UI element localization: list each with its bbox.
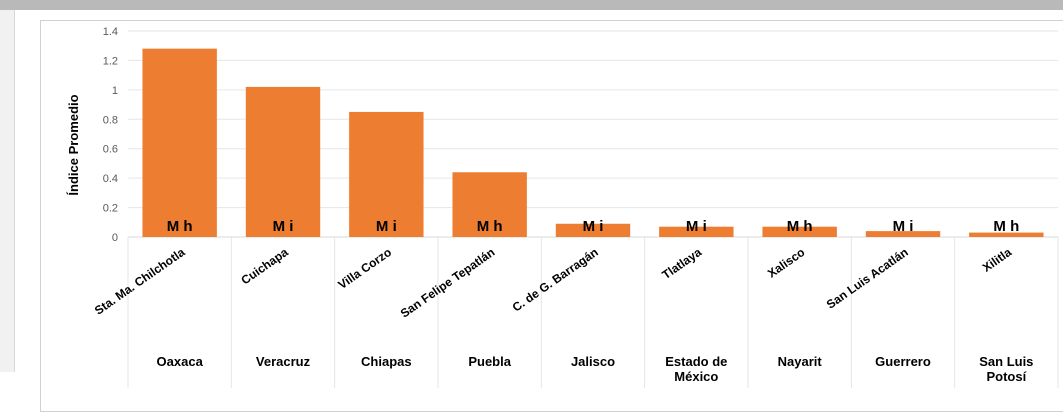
bar	[245, 86, 321, 238]
category-label: Cuichapa	[238, 245, 291, 288]
bar	[659, 226, 734, 237]
bar-data-label: M i	[376, 218, 397, 235]
y-tick-label: 0.2	[103, 203, 118, 215]
bar	[349, 111, 424, 237]
bar-data-label: M h	[167, 218, 193, 235]
category-label: Villa Corzo	[335, 245, 394, 292]
group-label: Nayarit	[778, 354, 823, 369]
y-tick-label: 0.4	[103, 173, 118, 185]
group-label: Estado de México	[665, 354, 727, 384]
bar-data-label: M h	[477, 218, 503, 235]
group-labels: Oaxaca Veracruz Chiapas Puebla Jalisco Estado…	[157, 354, 1034, 384]
bar	[865, 231, 941, 237]
category-label: San Luis Acatlán	[824, 245, 911, 312]
bar	[555, 223, 631, 237]
title-bar	[0, 0, 1063, 10]
category-label: Sta. Ma. Chilchotla	[92, 245, 188, 318]
bar	[452, 172, 527, 237]
left-edge	[0, 372, 14, 396]
y-tick-label: 1.2	[103, 55, 118, 67]
y-tick-label: 0.6	[103, 144, 118, 156]
y-tick-label: 0	[112, 232, 118, 244]
bar-data-label: M i	[893, 218, 914, 235]
group-label: San Luis Potosí	[979, 354, 1033, 384]
y-tick-label: 0.8	[103, 114, 118, 126]
category-label: Xalisco	[765, 245, 807, 281]
y-axis-ticks: 0 0.2 0.4 0.6 0.8 1 1.2 1.4	[103, 26, 118, 244]
bar	[969, 232, 1044, 237]
category-labels: Sta. Ma. Chilchotla Cuichapa Villa Corzo Sa…	[92, 245, 1014, 321]
bar-data-label: M h	[993, 218, 1019, 235]
group-label: Veracruz	[256, 354, 311, 369]
bars	[142, 48, 1044, 238]
bar-data-label: M i	[273, 218, 294, 235]
category-label: Xilitla	[980, 245, 1015, 275]
left-side-panel	[0, 10, 15, 372]
group-label: Chiapas	[361, 354, 412, 369]
y-axis-label: Índice Promedio	[66, 94, 81, 195]
bar-data-label: M i	[583, 218, 604, 235]
bar-data-label: M i	[686, 218, 707, 235]
category-label: San Felipe Tepatlán	[398, 245, 498, 321]
bar-data-label: M h	[787, 218, 813, 235]
group-label: Jalisco	[571, 354, 615, 369]
group-label: Guerrero	[875, 354, 931, 369]
category-label: Tlatlaya	[659, 245, 704, 282]
y-tick-label: 1.4	[103, 26, 118, 38]
bar	[762, 226, 837, 237]
category-label: C. de G. Barragán	[510, 245, 601, 315]
bar	[142, 48, 217, 238]
group-label: Puebla	[468, 354, 511, 369]
group-label: Oaxaca	[157, 354, 204, 369]
y-tick-label: 1	[112, 85, 118, 97]
bar-chart: 0 0.2 0.4 0.6 0.8 1 1.2 1.4 M h M i M i M h M i M i M…	[66, 26, 1059, 388]
